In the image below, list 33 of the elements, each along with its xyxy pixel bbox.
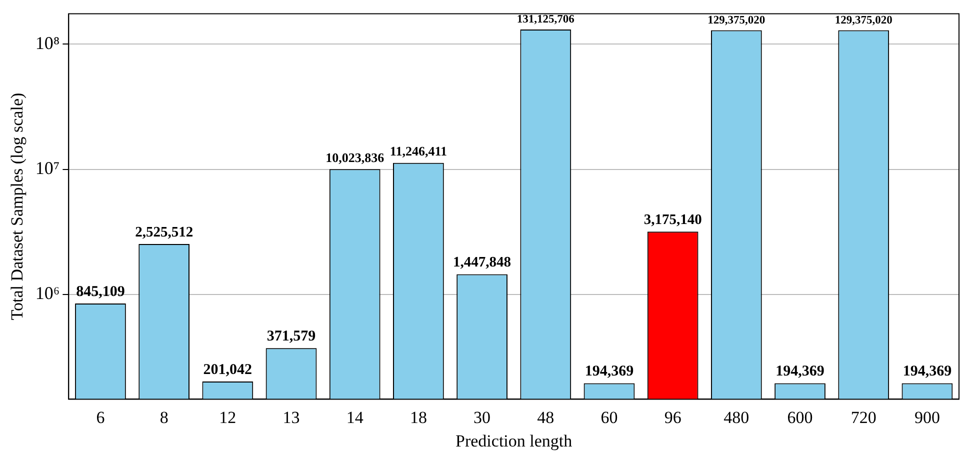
data-label: 1,447,848 xyxy=(453,254,512,271)
x-tick-label: 600 xyxy=(787,408,813,427)
x-tick-label: 30 xyxy=(474,408,491,427)
data-label: 194,369 xyxy=(776,364,824,380)
x-tick-label: 14 xyxy=(346,408,364,427)
data-label: 201,042 xyxy=(203,362,252,378)
data-label: 194,369 xyxy=(902,364,952,380)
x-tick-label: 480 xyxy=(724,408,750,427)
y-axis-title: Total Dataset Samples (log scale) xyxy=(8,92,27,320)
data-label: 129,375,020 xyxy=(708,14,766,26)
data-label: 11,246,411 xyxy=(390,144,447,159)
x-tick-label: 6 xyxy=(96,408,105,427)
data-label: 194,369 xyxy=(584,364,634,380)
x-tick-label: 96 xyxy=(664,408,682,427)
data-label: 371,579 xyxy=(266,328,316,344)
x-tick-label: 18 xyxy=(410,408,427,427)
data-label: 10,023,836 xyxy=(326,150,385,165)
x-axis-title: Prediction length xyxy=(456,431,573,450)
x-tick-label: 900 xyxy=(914,408,940,427)
y-tick-label: 10⁸ xyxy=(35,32,60,53)
x-tick-label: 8 xyxy=(160,408,168,427)
y-tick-label: 10⁶ xyxy=(35,283,60,304)
x-tick-label: 12 xyxy=(219,408,236,427)
data-label: 3,175,140 xyxy=(644,212,702,228)
x-tick-label: 48 xyxy=(537,408,554,427)
x-tick-label: 13 xyxy=(282,408,300,427)
x-tick-label: 720 xyxy=(850,408,876,427)
data-label: 2,525,512 xyxy=(135,224,194,240)
data-label: 129,375,020 xyxy=(834,14,893,26)
data-label: 131,125,706 xyxy=(516,14,575,26)
x-tick-label: 60 xyxy=(600,408,618,427)
data-label: 845,109 xyxy=(76,284,125,300)
y-tick-label: 10⁷ xyxy=(35,158,60,178)
